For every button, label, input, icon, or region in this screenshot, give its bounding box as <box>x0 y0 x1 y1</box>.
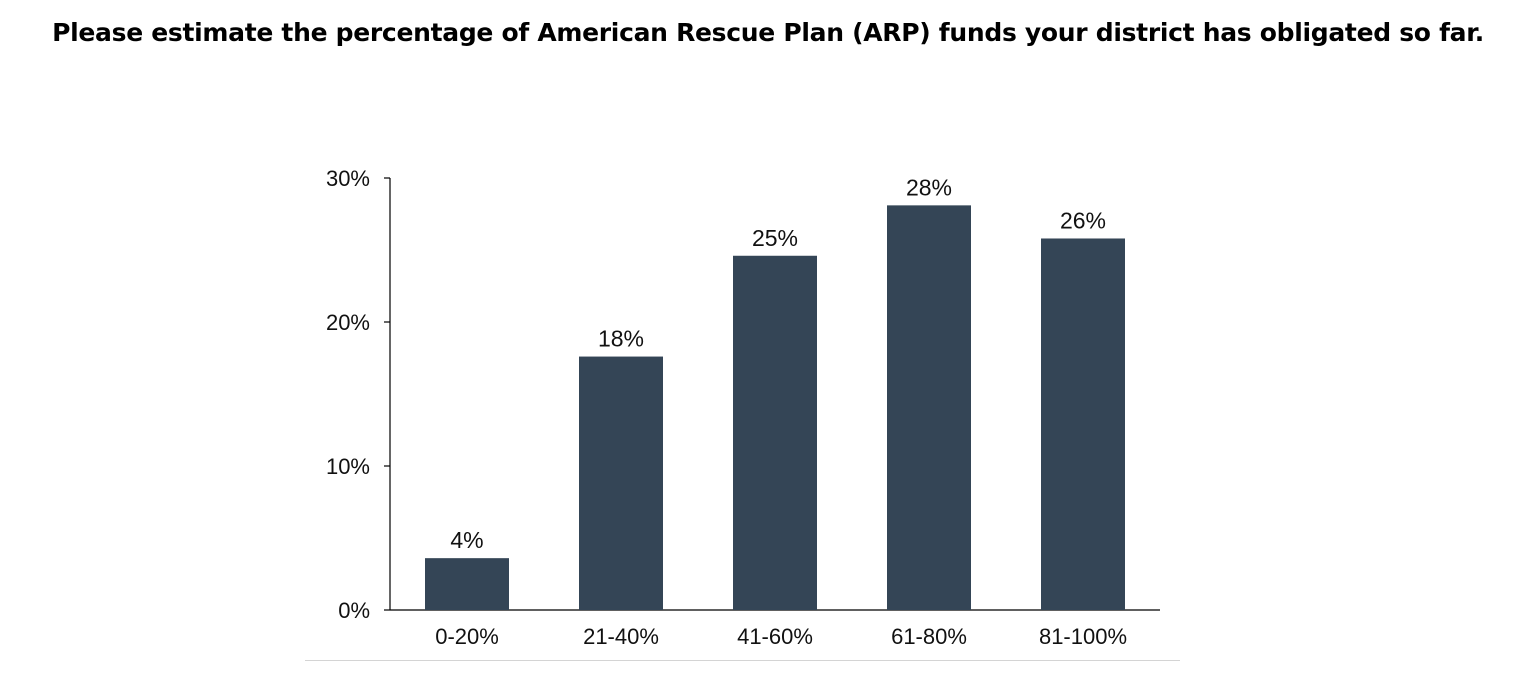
y-tick-label: 10% <box>326 454 370 479</box>
bar <box>425 558 509 610</box>
chart-bars <box>425 205 1125 611</box>
footer-divider <box>305 660 1180 661</box>
data-label: 4% <box>450 527 483 553</box>
data-label: 25% <box>752 225 798 251</box>
y-tick-label: 30% <box>326 166 370 191</box>
x-tick-label: 41-60% <box>737 624 813 649</box>
x-tick-label: 0-20% <box>435 624 499 649</box>
bar <box>579 356 663 610</box>
x-tick-label: 21-40% <box>583 624 659 649</box>
page-title: Please estimate the percentage of Americ… <box>52 18 1484 47</box>
data-label: 28% <box>906 174 952 200</box>
bar <box>1041 238 1125 611</box>
bar <box>887 205 971 611</box>
y-tick-label: 0% <box>338 598 370 623</box>
x-tick-label: 61-80% <box>891 624 967 649</box>
y-tick-label: 20% <box>326 310 370 335</box>
chart-labels: 4% 0-20% 18% 21-40% 25% 41-60% 28% 61-80% 26% 81-… <box>435 174 1127 649</box>
x-tick-label: 81-100% <box>1039 624 1127 649</box>
data-label: 26% <box>1060 207 1106 233</box>
bar <box>733 255 817 610</box>
data-label: 18% <box>598 326 644 352</box>
